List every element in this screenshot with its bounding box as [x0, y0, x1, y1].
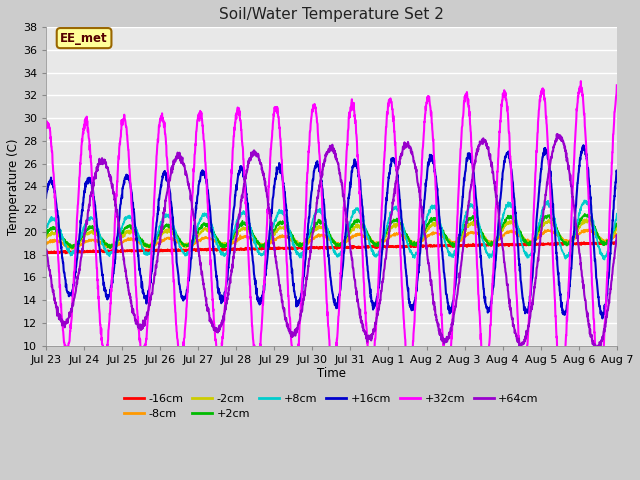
-2cm: [583, 216, 591, 222]
+8cm: [579, 202, 586, 208]
+8cm: [497, 220, 505, 226]
-16cm: [61, 250, 69, 256]
+64cm: [360, 329, 368, 335]
+32cm: [596, 379, 604, 385]
Line: -16cm: -16cm: [46, 242, 617, 253]
+2cm: [348, 221, 356, 227]
+32cm: [613, 83, 621, 88]
-16cm: [42, 249, 50, 255]
+16cm: [580, 142, 588, 148]
-8cm: [563, 237, 570, 243]
+32cm: [563, 333, 570, 339]
+16cm: [202, 174, 209, 180]
+64cm: [579, 275, 586, 281]
+2cm: [42, 230, 50, 236]
-2cm: [498, 229, 506, 235]
+16cm: [563, 308, 570, 313]
+16cm: [579, 146, 586, 152]
Text: EE_met: EE_met: [60, 32, 108, 45]
-16cm: [579, 241, 586, 247]
+2cm: [581, 211, 589, 217]
+32cm: [202, 159, 209, 165]
+8cm: [360, 222, 368, 228]
Line: +8cm: +8cm: [46, 201, 617, 260]
+16cm: [497, 188, 505, 193]
Y-axis label: Temperature (C): Temperature (C): [7, 138, 20, 235]
+8cm: [613, 211, 621, 216]
+16cm: [42, 195, 50, 201]
-8cm: [498, 235, 506, 240]
+8cm: [348, 213, 356, 219]
+8cm: [600, 257, 608, 263]
-2cm: [361, 228, 369, 234]
+2cm: [106, 246, 114, 252]
Line: +64cm: +64cm: [46, 134, 617, 351]
+2cm: [563, 241, 570, 247]
+64cm: [497, 236, 505, 241]
+32cm: [497, 105, 505, 110]
-8cm: [42, 241, 50, 247]
-16cm: [563, 240, 570, 246]
-2cm: [579, 221, 586, 227]
-2cm: [348, 228, 356, 233]
Line: +16cm: +16cm: [46, 145, 617, 318]
+2cm: [498, 226, 506, 231]
-8cm: [613, 231, 621, 237]
+64cm: [348, 257, 356, 263]
+16cm: [613, 169, 621, 175]
+64cm: [202, 293, 209, 299]
+8cm: [563, 252, 570, 258]
-2cm: [42, 235, 50, 240]
Line: +32cm: +32cm: [46, 81, 617, 382]
Line: -8cm: -8cm: [46, 229, 617, 249]
+64cm: [42, 247, 50, 252]
-2cm: [613, 225, 621, 230]
+32cm: [577, 78, 585, 84]
+8cm: [202, 211, 209, 217]
-2cm: [563, 240, 570, 246]
+16cm: [360, 228, 368, 233]
+32cm: [579, 93, 586, 99]
-2cm: [68, 246, 76, 252]
+2cm: [202, 222, 209, 228]
+32cm: [360, 292, 368, 298]
+32cm: [42, 123, 50, 129]
-8cm: [361, 232, 369, 238]
-16cm: [613, 240, 621, 246]
+64cm: [563, 158, 570, 164]
+8cm: [581, 198, 589, 204]
+2cm: [613, 221, 621, 227]
-16cm: [348, 244, 356, 250]
-2cm: [202, 225, 209, 231]
+16cm: [598, 315, 606, 321]
+8cm: [42, 224, 50, 229]
-16cm: [603, 239, 611, 245]
-16cm: [202, 246, 209, 252]
Line: +2cm: +2cm: [46, 214, 617, 249]
+64cm: [613, 233, 621, 239]
-8cm: [202, 235, 209, 241]
+64cm: [593, 348, 601, 354]
+32cm: [348, 96, 356, 102]
+2cm: [361, 224, 369, 230]
Line: -2cm: -2cm: [46, 219, 617, 249]
-16cm: [361, 244, 369, 250]
-8cm: [586, 226, 593, 232]
Legend: -16cm, -8cm, -2cm, +2cm, +8cm, +16cm, +32cm, +64cm: -16cm, -8cm, -2cm, +2cm, +8cm, +16cm, +3…: [120, 389, 543, 424]
+16cm: [348, 168, 356, 174]
+2cm: [579, 214, 586, 220]
-8cm: [579, 228, 586, 234]
-16cm: [498, 241, 506, 247]
X-axis label: Time: Time: [317, 367, 346, 380]
+64cm: [554, 131, 561, 137]
Title: Soil/Water Temperature Set 2: Soil/Water Temperature Set 2: [219, 7, 444, 22]
-8cm: [68, 246, 76, 252]
-8cm: [348, 234, 356, 240]
